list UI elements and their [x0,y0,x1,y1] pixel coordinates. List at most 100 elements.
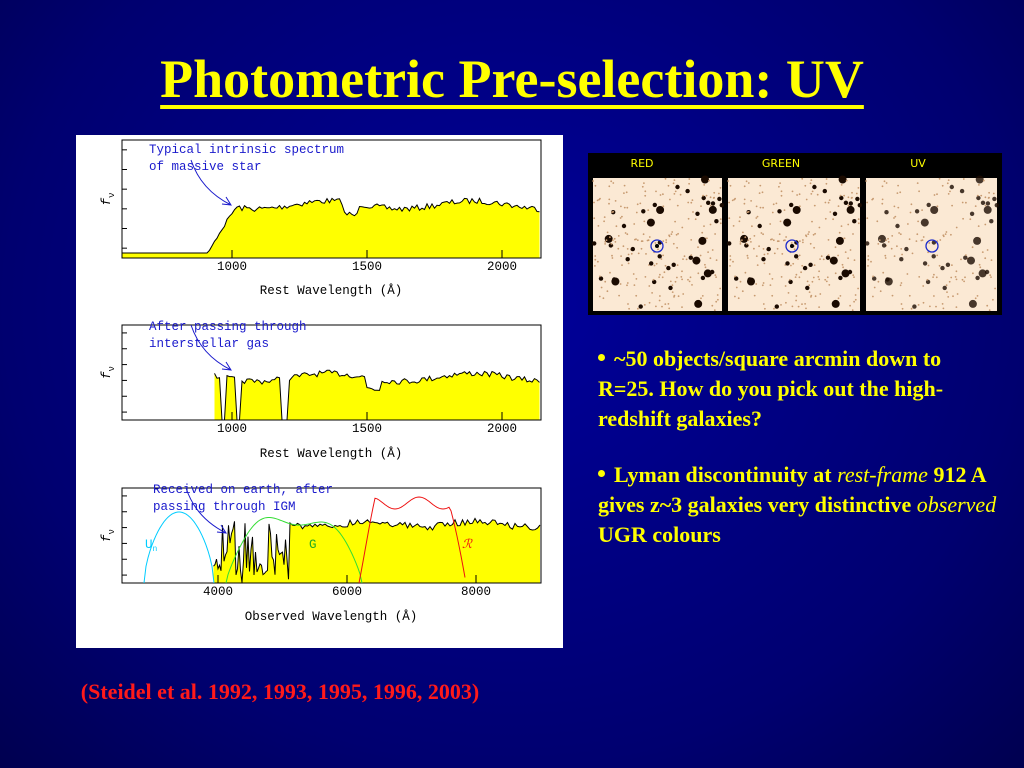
star [872,295,874,298]
star [739,241,742,243]
star [818,306,820,308]
star [955,278,958,281]
star [955,270,958,273]
star [981,251,984,253]
star [961,278,964,281]
star [895,223,900,229]
star [795,273,798,276]
star [633,223,636,225]
star [744,236,747,239]
star [984,204,987,207]
star [769,284,772,286]
star [611,254,613,257]
star [897,206,900,209]
star [763,253,766,256]
star [829,211,832,213]
star [598,295,601,298]
star [952,295,954,298]
star [707,251,709,253]
star [990,276,992,278]
annotation: passing through IGM [153,500,296,514]
star [857,203,862,208]
star [694,299,703,308]
star [946,291,948,293]
star [939,239,942,241]
star [978,184,980,186]
star [611,239,614,242]
star [906,273,909,275]
annotation: interstellar gas [149,337,269,351]
star [682,293,685,295]
target-core [655,244,659,248]
star [812,276,815,279]
star [762,303,765,305]
x-axis-label: Observed Wavelength (Å) [245,609,418,624]
star [916,182,919,184]
star [897,184,899,187]
star [659,273,661,276]
star [690,254,693,256]
star [691,284,693,286]
star [755,283,758,285]
filter-u [143,511,215,584]
x-tick-label: 2000 [487,422,517,436]
star [795,295,798,297]
star [745,243,748,245]
star [657,248,659,251]
y-axis-label: fν [100,193,117,206]
star [810,296,812,298]
star [679,193,682,196]
star [747,277,755,286]
star [852,274,855,276]
star [802,239,804,241]
star [635,294,638,297]
star [674,190,677,193]
star [695,211,700,216]
annotation: Received on earth, after [153,483,333,497]
star [850,197,853,199]
star [893,255,896,257]
filter-g [225,517,363,584]
star [977,225,980,227]
star [884,210,889,215]
x-tick-label: 1500 [352,260,382,274]
star [709,223,712,226]
star [760,232,763,234]
star [929,305,931,308]
star [621,223,627,229]
star [621,264,623,266]
star [851,309,854,312]
star [708,205,717,214]
star [791,190,794,193]
star [986,304,989,307]
star [612,182,615,184]
x-axis-label: Rest Wavelength (Å) [260,446,403,461]
star [805,307,807,310]
star [608,198,611,201]
star [900,248,903,250]
star [630,252,633,255]
star [643,304,646,306]
star [635,211,638,214]
star [771,278,774,280]
star [677,232,679,235]
star [691,199,694,201]
star [866,201,868,204]
star [665,241,668,244]
star [847,269,853,275]
star [600,286,603,289]
x-tick-label: 6000 [332,585,362,599]
band-panel [866,178,997,311]
star [853,276,855,278]
star [841,263,844,266]
star [917,304,920,306]
star [610,243,613,245]
star [800,271,802,274]
star [606,290,609,293]
star [751,225,753,228]
star [887,237,889,240]
star [645,253,647,255]
star [669,280,672,283]
star [700,275,706,281]
star [653,264,656,267]
